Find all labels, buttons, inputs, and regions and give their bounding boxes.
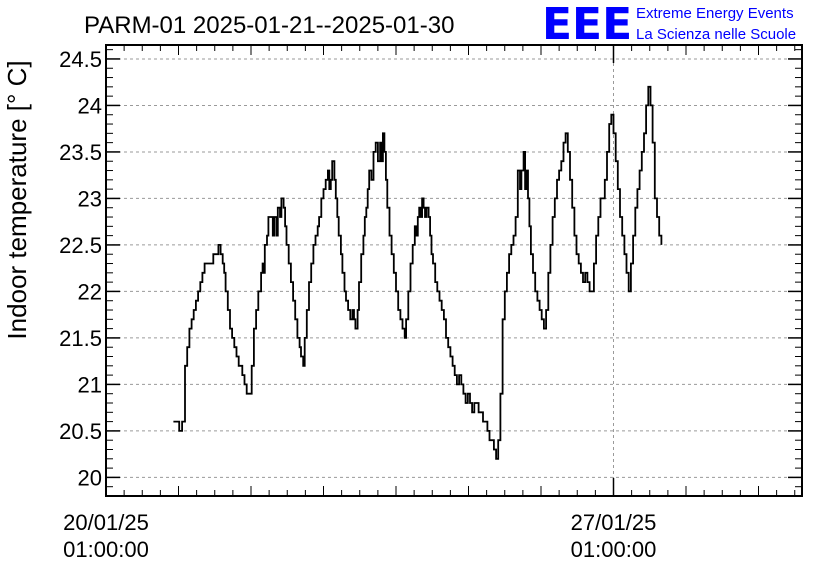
- y-tick-label: 22.5: [59, 233, 102, 258]
- tick-labels: 2020.52121.52222.52323.52424.520/01/2501…: [59, 47, 656, 562]
- plot-frame: [105, 44, 803, 497]
- x-tick-label-date: 20/01/25: [63, 510, 149, 535]
- logo-line-1: Extreme Energy Events: [636, 5, 794, 22]
- x-tick-label-date: 27/01/25: [571, 510, 657, 535]
- axis-ticks: [105, 45, 802, 496]
- series-layer: [173, 85, 663, 460]
- y-tick-label: 23.5: [59, 140, 102, 165]
- grid: [105, 45, 802, 496]
- y-tick-label: 23: [78, 186, 102, 211]
- x-tick-label-time: 01:00:00: [571, 537, 657, 562]
- logo-mark: EEE: [542, 0, 632, 50]
- y-axis-label: Indoor temperature [° C]: [2, 60, 32, 339]
- logo-line-2: La Scienza nelle Scuole: [636, 26, 796, 43]
- y-tick-label: 24: [78, 93, 102, 118]
- y-tick-label: 20.5: [59, 419, 102, 444]
- y-tick-label: 22: [78, 279, 102, 304]
- y-tick-label: 21.5: [59, 326, 102, 351]
- y-tick-label: 24.5: [59, 47, 102, 72]
- y-tick-label: 21: [78, 372, 102, 397]
- temperature-series-line: [173, 85, 663, 460]
- chart-title: PARM-01 2025-01-21--2025-01-30: [84, 12, 454, 39]
- eee-logo: EEE Extreme Energy Events La Scienza nel…: [542, 0, 796, 50]
- y-tick-label: 20: [78, 465, 102, 490]
- x-tick-label-time: 01:00:00: [63, 537, 149, 562]
